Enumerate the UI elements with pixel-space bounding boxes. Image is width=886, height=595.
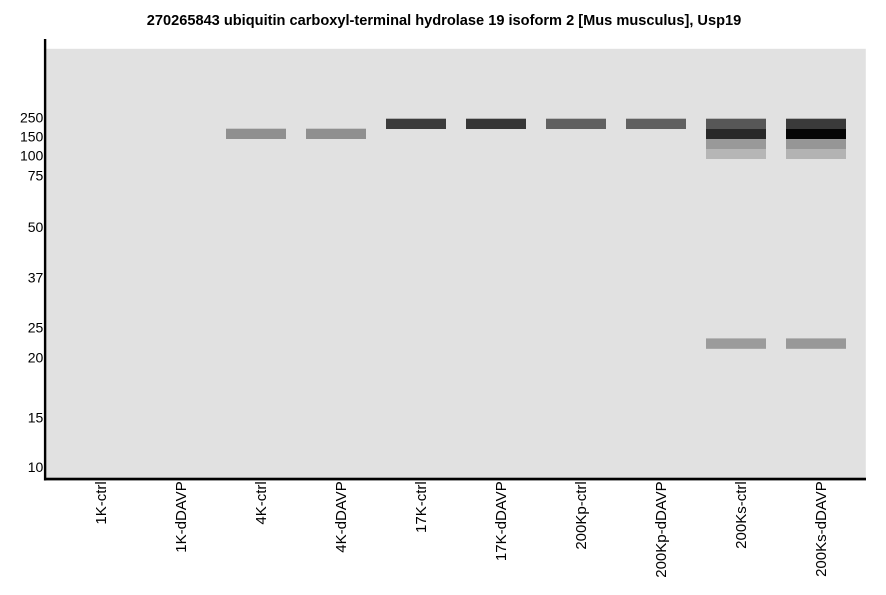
svg-text:270265843 ubiquitin carboxyl-t: 270265843 ubiquitin carboxyl-terminal hy…: [147, 13, 742, 29]
svg-text:1K-ctrl: 1K-ctrl: [93, 481, 110, 524]
svg-text:250: 250: [20, 109, 44, 125]
svg-text:4K-ctrl: 4K-ctrl: [253, 481, 270, 524]
svg-text:100: 100: [20, 148, 44, 164]
svg-text:200Ks-dDAVP: 200Ks-dDAVP: [813, 481, 830, 577]
svg-text:25: 25: [28, 319, 44, 335]
svg-text:1K-dDAVP: 1K-dDAVP: [173, 481, 190, 552]
svg-text:75: 75: [28, 168, 44, 184]
svg-text:200Kp-ctrl: 200Kp-ctrl: [573, 481, 590, 549]
svg-text:17K-ctrl: 17K-ctrl: [413, 481, 430, 533]
svg-text:200Ks-ctrl: 200Ks-ctrl: [733, 481, 750, 549]
svg-text:10: 10: [28, 459, 44, 475]
svg-text:50: 50: [28, 219, 44, 235]
svg-text:20: 20: [28, 349, 44, 365]
svg-text:17K-dDAVP: 17K-dDAVP: [493, 481, 510, 561]
svg-text:4K-dDAVP: 4K-dDAVP: [333, 481, 350, 552]
svg-text:15: 15: [28, 409, 44, 425]
svg-text:200Kp-dDAVP: 200Kp-dDAVP: [653, 481, 670, 577]
svg-text:150: 150: [20, 129, 44, 145]
svg-text:37: 37: [28, 269, 44, 285]
